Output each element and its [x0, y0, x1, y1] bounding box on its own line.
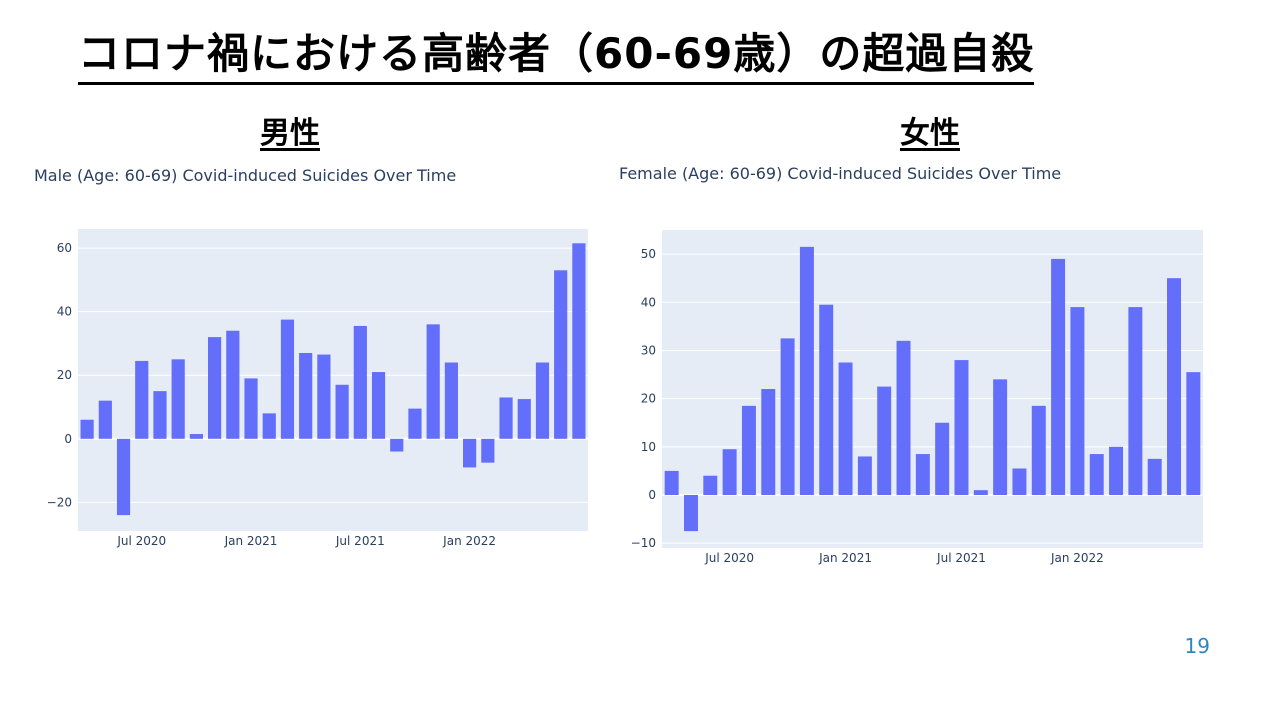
male-ytick-label: 40	[57, 305, 72, 319]
female-chart-title: Female (Age: 60-69) Covid-induced Suicid…	[619, 164, 1062, 183]
female-bar-2022-02	[1109, 446, 1124, 495]
male-bar-2021-08	[390, 438, 404, 452]
male-bar-2020-04	[98, 400, 112, 439]
male-bar-2021-10	[426, 324, 440, 439]
female-plot-area	[662, 230, 1203, 548]
female-bar-2020-04	[683, 495, 698, 532]
slide-title: コロナ禍における高齢者（60-69歳）の超過自殺	[78, 29, 1035, 86]
male-bar-2021-06	[353, 325, 367, 439]
female-ytick-label: 10	[641, 440, 656, 454]
male-bar-2021-07	[371, 372, 386, 439]
male-bar-2021-09	[408, 408, 422, 439]
female-bar-2022-06	[1186, 372, 1201, 495]
male-bar-2020-12	[244, 378, 258, 439]
female-xtick-label: Jan 2021	[818, 551, 872, 565]
male-ytick-label: 20	[57, 368, 72, 382]
male-bar-2021-12	[463, 438, 477, 468]
male-bar-2021-02	[280, 319, 295, 439]
female-bar-2022-05	[1167, 278, 1182, 495]
male-bar-2020-08	[171, 359, 185, 439]
male-heading: 男性	[260, 116, 320, 151]
female-bar-2022-04	[1147, 458, 1162, 495]
female-xtick-label: Jan 2022	[1050, 551, 1104, 565]
male-bar-2022-02	[499, 397, 513, 439]
female-ytick-label: 0	[648, 488, 656, 502]
female-ytick-label: 50	[641, 247, 656, 261]
female-bar-2021-06	[954, 360, 969, 495]
male-bar-2021-11	[444, 362, 458, 439]
male-bar-2021-05	[335, 384, 349, 439]
female-bar-2020-12	[838, 362, 853, 495]
female-bar-2021-09	[1012, 468, 1027, 495]
male-chart-title: Male (Age: 60-69) Covid-induced Suicides…	[34, 166, 457, 185]
male-bar-2022-04	[535, 362, 550, 439]
female-bar-2022-03	[1128, 307, 1143, 495]
male-bar-2020-10	[208, 337, 222, 439]
male-bar-2021-01	[262, 413, 276, 439]
page-number: 19	[1184, 634, 1210, 658]
male-plot-area	[78, 229, 588, 531]
female-bar-2020-07	[741, 405, 756, 495]
female-bar-2021-03	[896, 340, 911, 495]
male-bar-2020-09	[189, 434, 203, 439]
male-bar-2020-07	[153, 391, 167, 439]
female-xtick-label: Jul 2021	[936, 551, 986, 565]
female-ytick-label: −10	[631, 536, 656, 550]
female-bar-2020-03	[664, 470, 679, 495]
female-bar-2021-08	[993, 379, 1008, 495]
female-bar-2021-02	[877, 386, 892, 495]
female-bar-2020-11	[819, 304, 834, 495]
male-bar-2022-06	[572, 243, 586, 439]
female-bar-2021-10	[1031, 405, 1046, 495]
female-bar-2020-10	[799, 246, 814, 495]
male-xtick-label: Jul 2021	[335, 534, 385, 548]
female-ytick-label: 30	[641, 343, 656, 357]
male-ytick-label: 60	[57, 241, 72, 255]
female-bar-2022-01	[1089, 454, 1104, 495]
male-bar-2020-11	[226, 330, 240, 439]
male-bar-2020-05	[116, 438, 131, 516]
female-bar-2021-07	[973, 490, 988, 495]
female-ytick-label: 40	[641, 295, 656, 309]
female-bar-2020-08	[761, 389, 776, 495]
female-bar-2021-01	[857, 456, 872, 495]
female-bar-2020-09	[780, 338, 795, 495]
male-bar-2021-04	[317, 354, 331, 439]
female-bar-2020-05	[703, 475, 718, 495]
male-bar-2022-05	[554, 270, 568, 439]
female-bar-2021-11	[1051, 258, 1066, 495]
female-bar-2021-05	[935, 422, 950, 495]
male-bar-2020-03	[80, 419, 94, 439]
female-ytick-label: 20	[641, 392, 656, 406]
female-bar-2020-06	[722, 449, 737, 495]
female-heading: 女性	[900, 116, 960, 151]
female-bar-2021-04	[915, 454, 930, 495]
male-xtick-label: Jan 2021	[224, 534, 278, 548]
male-bar-2021-03	[299, 352, 313, 439]
male-xtick-label: Jan 2022	[442, 534, 496, 548]
male-ytick-label: −20	[47, 495, 72, 509]
male-xtick-label: Jul 2020	[116, 534, 166, 548]
male-bar-2022-01	[481, 438, 495, 463]
female-bar-2021-12	[1070, 307, 1085, 495]
male-bar-2020-06	[135, 360, 149, 439]
male-ytick-label: 0	[64, 432, 72, 446]
male-bar-2022-03	[517, 399, 531, 439]
female-xtick-label: Jul 2020	[704, 551, 754, 565]
